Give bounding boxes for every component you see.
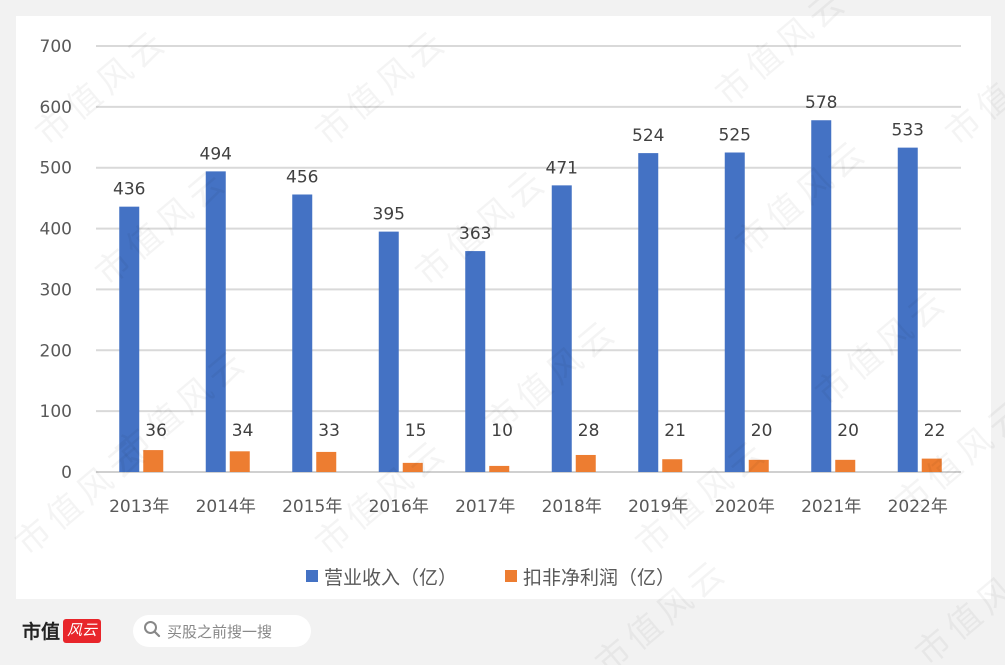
legend-label-net-profit: 扣非净利润（亿） [523,566,676,589]
data-label-revenue: 471 [546,158,578,178]
legend-swatch-net-profit [505,570,518,582]
bar-net-profit [489,465,510,472]
data-label-revenue: 456 [286,167,318,187]
data-label-revenue: 533 [892,121,924,141]
legend-label-revenue: 营业收入（亿） [324,566,458,589]
bar-net-profit [748,459,769,472]
x-tick-label: 2017年 [455,497,515,517]
data-label-net-profit: 28 [578,421,600,441]
data-label-revenue: 525 [719,126,751,146]
y-tick-label: 100 [40,402,72,422]
data-label-net-profit: 36 [145,421,167,441]
bar-revenue [378,231,399,472]
bar-revenue [119,206,140,473]
data-label-revenue: 395 [373,205,405,225]
x-tick-label: 2022年 [888,497,948,517]
y-tick-label: 400 [40,220,72,240]
y-tick-label: 200 [40,341,72,361]
bar-net-profit [402,462,423,472]
data-label-revenue: 524 [632,126,664,146]
x-tick-label: 2015年 [282,497,342,517]
bar-revenue [292,194,313,472]
bar-net-profit [143,450,164,472]
bar-revenue [465,251,486,472]
x-tick-label: 2019年 [628,497,688,517]
x-tick-label: 2013年 [109,497,169,517]
legend-item-revenue: 营业收入（亿） [306,563,457,590]
data-label-net-profit: 33 [318,421,340,441]
y-tick-label: 500 [40,159,72,179]
x-tick-label: 2021年 [801,497,861,517]
bar-net-profit [921,458,942,472]
data-label-revenue: 578 [805,93,837,113]
data-label-net-profit: 34 [232,421,254,441]
bar-chart: 0100200300400500600700436362013年49434201… [40,37,961,517]
bar-net-profit [835,459,856,472]
y-tick-label: 600 [40,98,72,118]
legend-swatch-revenue [306,570,318,582]
data-label-net-profit: 15 [405,421,427,441]
x-tick-label: 2018年 [542,497,602,517]
y-tick-label: 700 [40,37,72,57]
data-label-net-profit: 10 [491,421,513,441]
data-label-net-profit: 20 [837,421,859,441]
bar-revenue [811,120,832,472]
bar-revenue [724,152,745,472]
x-tick-label: 2014年 [196,497,256,517]
bar-net-profit [229,451,250,472]
bar-revenue [551,185,572,472]
data-label-revenue: 494 [200,144,232,164]
bar-revenue [638,153,659,472]
search-box[interactable]: 买股之前搜一搜 [133,615,311,647]
bar-net-profit [316,451,337,472]
legend-item-net-profit: 扣非净利润（亿） [505,563,675,590]
brand-badge: 风云 [63,618,102,643]
data-label-revenue: 363 [459,224,491,244]
bar-revenue [205,171,226,472]
x-tick-label: 2016年 [369,497,429,517]
bar-net-profit [575,454,596,472]
data-label-net-profit: 21 [664,421,686,441]
search-icon [143,620,161,642]
chart-card: 0 100 200 300 400 500 600 700 436 36 2013年 494 34 201… [16,16,991,599]
bar-revenue [897,147,918,473]
search-placeholder: 买股之前搜一搜 [167,622,273,641]
chart-legend: 营业收入（亿） 扣非净利润（亿） [306,561,675,591]
data-label-revenue: 436 [113,180,145,200]
y-tick-label: 300 [40,280,72,300]
bar-net-profit [662,459,683,472]
brand-text: 市值 [22,621,61,643]
data-label-net-profit: 20 [751,421,773,441]
y-tick-label: 0 [61,463,72,483]
x-tick-label: 2020年 [715,497,775,517]
brand-logo[interactable]: 市值 风云 [22,617,102,644]
data-label-net-profit: 22 [924,421,946,441]
